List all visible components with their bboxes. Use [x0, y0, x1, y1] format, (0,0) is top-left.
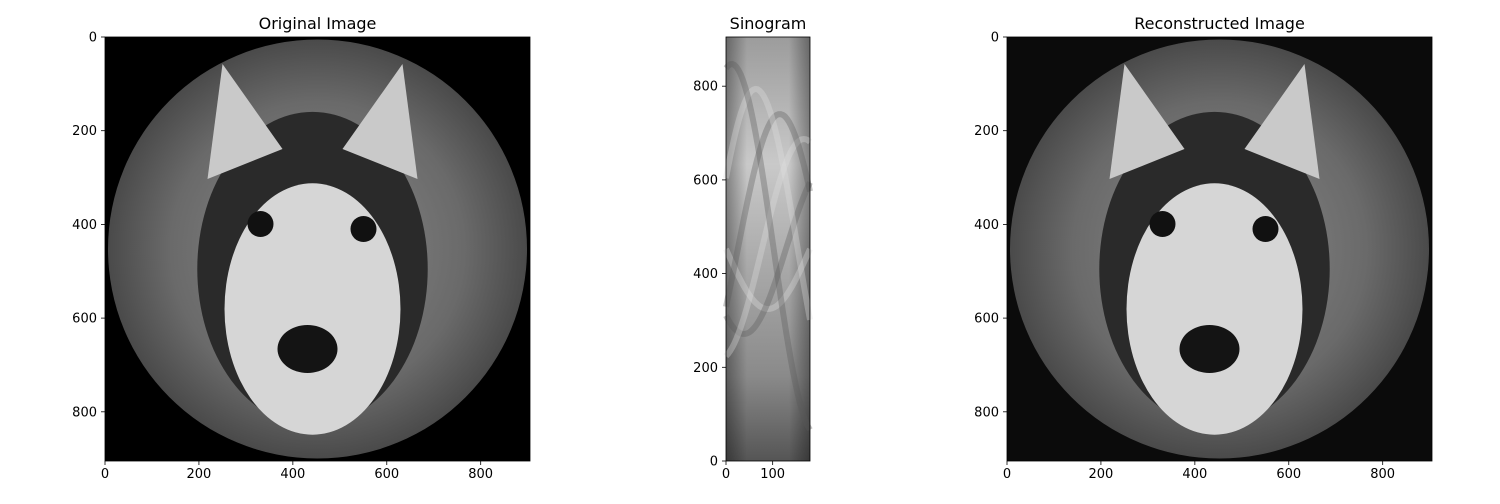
sinogram-trace	[723, 135, 812, 359]
y-tick-label: 800	[72, 405, 97, 420]
axes-3: Reconstructed Image 0 200 400 600 800 0 200 400 6…	[974, 14, 1433, 482]
x-tick-label: 100	[760, 467, 785, 482]
x-tick-label: 800	[1370, 467, 1395, 482]
x-tick-label: 400	[1182, 467, 1207, 482]
x-tick-label: 0	[722, 467, 730, 482]
x-tick-label: 200	[1089, 467, 1114, 482]
chart-title: Reconstructed Image	[1134, 14, 1305, 33]
y-tick-label: 400	[693, 267, 718, 282]
y-tick-label: 0	[710, 455, 718, 470]
dog-nose	[1179, 325, 1240, 373]
sinogram-trace	[723, 247, 813, 313]
y-tick-label: 0	[89, 31, 97, 46]
dog-ear-left	[207, 64, 283, 179]
sinogram-trace	[723, 181, 813, 337]
dog-ear-right	[1244, 64, 1320, 179]
dog-face-white	[224, 183, 401, 435]
y-tick-label: 0	[991, 31, 999, 46]
dog-eye-right	[350, 216, 377, 242]
dog-nose	[277, 325, 338, 373]
dog-eye-left	[1149, 211, 1176, 237]
y-tick-label: 600	[72, 312, 97, 327]
sinogram-trace	[723, 60, 813, 432]
axes-2: Sinogram 0 100 0 200 400 600 800	[693, 14, 813, 482]
chart-title: Original Image	[259, 14, 377, 33]
y-tick-label: 800	[693, 80, 718, 95]
dog-ear-left	[1109, 64, 1185, 179]
y-tick-label: 200	[693, 361, 718, 376]
chart-title: Sinogram	[730, 14, 807, 33]
x-tick-label: 600	[374, 467, 399, 482]
axes-1: Original Image 0 200 400 600 800 0 200 400 600 800	[72, 14, 531, 482]
x-tick-label: 600	[1276, 467, 1301, 482]
y-tick-label: 200	[72, 124, 97, 139]
y-tick-label: 600	[974, 312, 999, 327]
dog-ear-right	[342, 64, 418, 179]
axes-frame	[104, 36, 531, 462]
x-tick-label: 0	[101, 467, 109, 482]
y-tick-label: 400	[974, 218, 999, 233]
y-tick-label: 800	[974, 405, 999, 420]
sinogram-shading	[726, 37, 810, 461]
x-tick-label: 0	[1003, 467, 1011, 482]
dog-eye-left	[247, 211, 274, 237]
x-tick-label: 800	[468, 467, 493, 482]
x-tick-label: 400	[280, 467, 305, 482]
axes-frame	[725, 36, 811, 462]
sinogram-trace	[723, 111, 813, 308]
y-tick-label: 400	[72, 218, 97, 233]
y-tick-label: 200	[974, 124, 999, 139]
x-tick-label: 200	[187, 467, 212, 482]
sinogram-trace	[723, 85, 813, 321]
y-tick-label: 600	[693, 173, 718, 188]
dog-face-white	[1126, 183, 1303, 435]
dog-eye-right	[1252, 216, 1279, 242]
axes-frame	[1006, 36, 1433, 462]
